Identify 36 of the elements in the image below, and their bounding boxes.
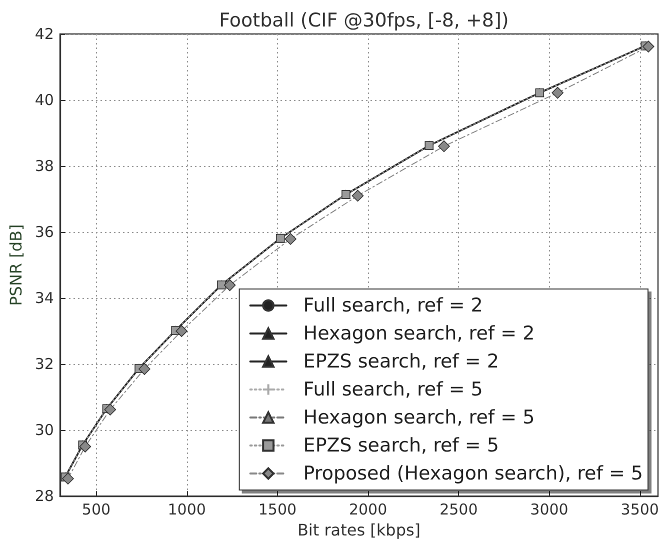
point [438,140,450,152]
y-tick-label: 40 [34,91,54,110]
y-tick-label: 32 [34,355,54,374]
legend-label: EPZS search, ref = 2 [303,350,499,372]
point [352,190,364,202]
legend-label: Hexagon search, ref = 2 [303,322,535,344]
x-tick-label: 2000 [348,500,388,519]
point [79,440,92,452]
legend-label: Full search, ref = 5 [303,378,483,400]
legend-label: Proposed (Hexagon search), ref = 5 [303,462,644,484]
y-tick-label: 42 [34,25,54,43]
y-tick-label: 36 [34,223,54,242]
legend-label: Full search, ref = 2 [303,294,483,316]
y-tick-label: 34 [34,289,54,308]
x-tick-label: 3500 [620,500,659,519]
point [642,40,654,52]
y-tick-label: 30 [34,421,54,440]
x-tick-label: 2500 [440,500,478,519]
x-tick-label: 1500 [258,500,297,519]
x-tick-label: 1000 [168,500,206,519]
y-axis-title: PSNR [dB] [6,224,26,306]
point [62,472,74,485]
point [138,363,150,375]
y-tick-label: 38 [34,157,54,176]
legend-label: EPZS search, ref = 5 [303,434,499,456]
point [224,279,236,292]
point [176,325,188,337]
point [104,404,116,416]
chart-title: Football (CIF @30fps, [-8, +8]) [219,10,509,32]
x-axis-title: Bit rates [kbps] [297,520,421,540]
point [284,233,296,245]
legend-label: Hexagon search, ref = 5 [303,406,535,428]
y-tick-label: 28 [34,487,54,506]
point [552,86,564,99]
x-tick-label: 3000 [530,500,568,519]
x-tick-label: 500 [82,500,111,519]
